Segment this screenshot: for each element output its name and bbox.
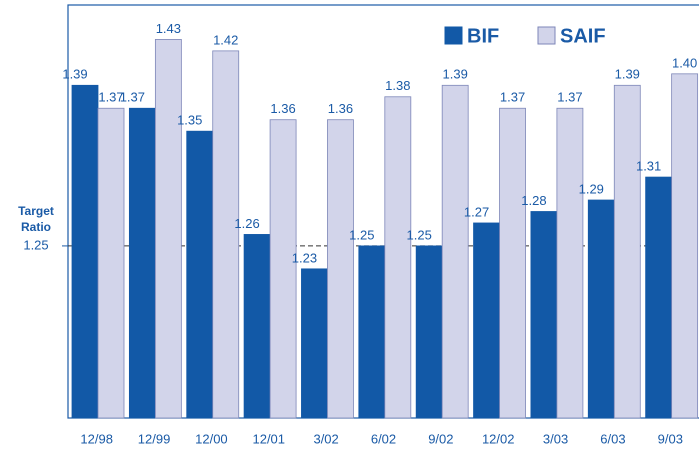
annotation: Target xyxy=(18,204,54,218)
bar xyxy=(71,84,99,419)
value-label: 1.42 xyxy=(213,32,238,47)
x-tick-label: 6/02 xyxy=(371,431,396,446)
value-label: 1.37 xyxy=(120,90,145,105)
x-tick-label: 12/00 xyxy=(195,431,228,446)
bar xyxy=(530,211,558,419)
bar xyxy=(128,107,156,419)
x-tick-label: 6/03 xyxy=(600,431,625,446)
x-tick-label: 12/99 xyxy=(138,431,171,446)
bar xyxy=(415,245,443,419)
bar xyxy=(556,107,584,419)
value-label: 1.40 xyxy=(672,55,697,70)
bar xyxy=(473,222,500,419)
value-label: 1.37 xyxy=(98,90,123,105)
x-tick-label: 12/01 xyxy=(252,431,285,446)
value-label: 1.43 xyxy=(156,21,181,36)
x-tick-label: 9/02 xyxy=(428,431,453,446)
annotation: Ratio xyxy=(21,220,51,234)
x-tick-label: 12/98 xyxy=(80,431,113,446)
bar xyxy=(358,245,386,419)
value-label: 1.29 xyxy=(579,181,604,196)
value-label: 1.39 xyxy=(62,67,87,82)
value-label: 1.36 xyxy=(270,101,295,116)
x-tick-label: 3/02 xyxy=(313,431,338,446)
bar xyxy=(212,50,240,419)
bar xyxy=(154,39,182,419)
bar xyxy=(384,96,412,419)
value-label: 1.37 xyxy=(557,90,582,105)
bar xyxy=(97,107,125,419)
bar xyxy=(243,234,271,419)
bar xyxy=(301,268,328,419)
legend-swatch xyxy=(537,26,556,45)
value-label: 1.23 xyxy=(292,250,317,265)
value-label: 1.39 xyxy=(443,67,468,82)
y-tick-label: 1.25 xyxy=(23,237,48,252)
bar xyxy=(587,199,615,419)
bar xyxy=(645,176,673,419)
value-label: 1.39 xyxy=(615,67,640,82)
value-label: 1.27 xyxy=(464,204,489,219)
value-label: 1.25 xyxy=(407,227,432,242)
bar xyxy=(499,107,526,419)
bar xyxy=(671,73,699,419)
bar xyxy=(327,119,354,419)
bar xyxy=(269,119,297,419)
x-tick-label: 9/03 xyxy=(658,431,683,446)
value-label: 1.28 xyxy=(521,193,546,208)
value-label: 1.26 xyxy=(234,216,259,231)
legend-label: SAIF xyxy=(560,25,606,47)
bar xyxy=(186,130,214,419)
value-label: 1.31 xyxy=(636,159,661,174)
value-label: 1.38 xyxy=(385,78,410,93)
bar xyxy=(613,84,641,419)
value-label: 1.25 xyxy=(349,227,374,242)
x-tick-label: 3/03 xyxy=(543,431,568,446)
legend-swatch xyxy=(444,26,463,45)
value-label: 1.37 xyxy=(500,90,525,105)
legend-label: BIF xyxy=(467,25,499,47)
bar xyxy=(441,84,469,419)
value-label: 1.36 xyxy=(328,101,353,116)
value-label: 1.35 xyxy=(177,113,202,128)
x-tick-label: 12/02 xyxy=(482,431,515,446)
